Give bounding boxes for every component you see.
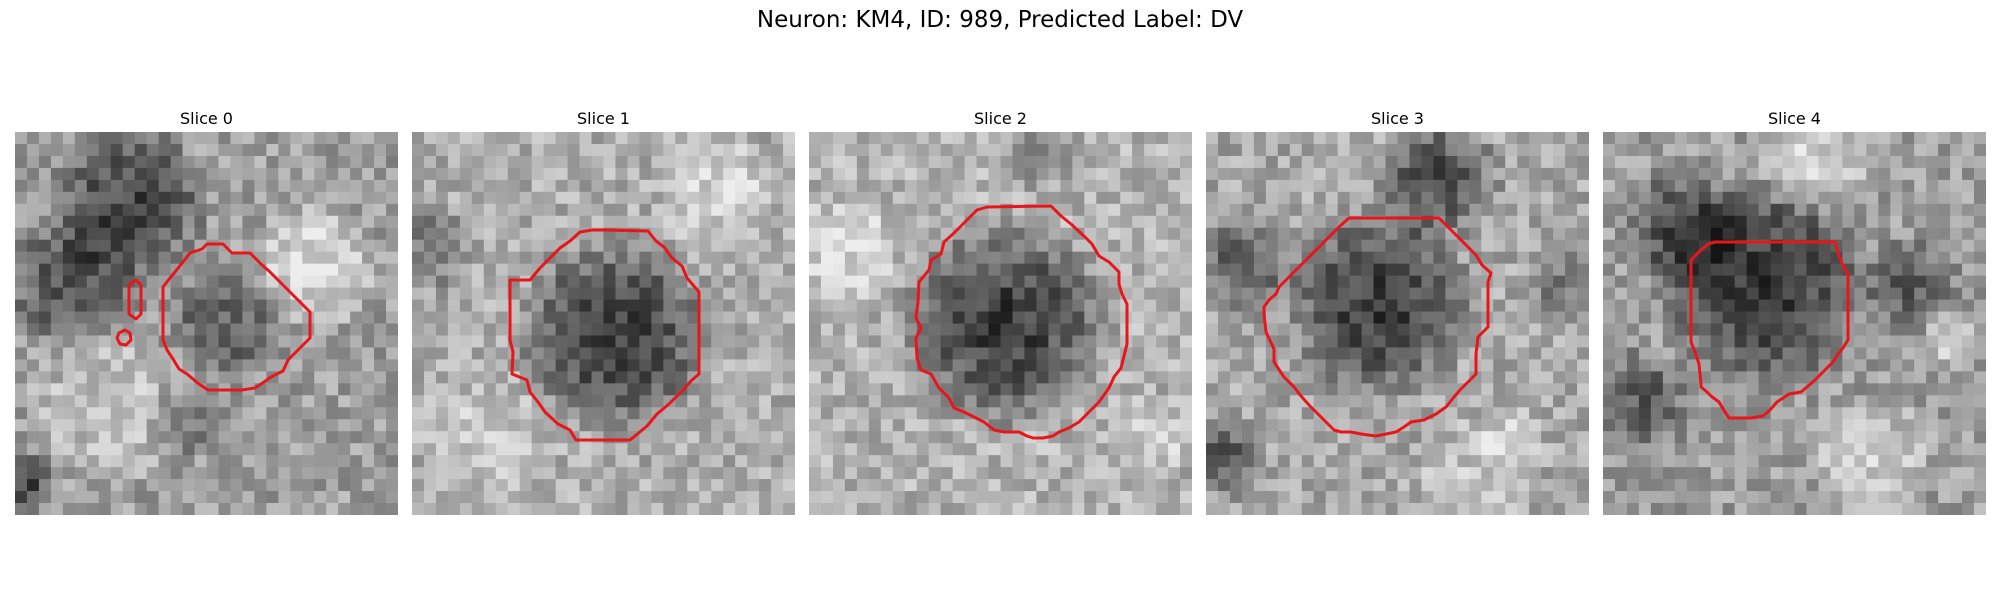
pixel-grid — [15, 132, 398, 515]
neuron-contour — [1262, 216, 1493, 438]
neuron-contour — [508, 228, 701, 442]
slice-panel-1: Slice 1 — [412, 106, 795, 515]
neuron-contour — [914, 204, 1129, 440]
pixel-grid — [1603, 132, 1986, 515]
slice-panel-3: Slice 3 — [1206, 106, 1589, 515]
pixel-grid — [809, 132, 1192, 515]
slice-panel-0: Slice 0 — [15, 106, 398, 515]
slice-title-4: Slice 4 — [1768, 109, 1821, 128]
slice-image-4 — [1603, 132, 1986, 515]
slice-image-1 — [412, 132, 795, 515]
slice-title-2: Slice 2 — [974, 109, 1027, 128]
neuron-contour — [1689, 240, 1850, 420]
secondary-contour — [127, 278, 143, 321]
pixel-grid — [412, 132, 795, 515]
slice-title-1: Slice 1 — [577, 109, 630, 128]
pixel-grid — [1206, 132, 1589, 515]
secondary-contour — [115, 328, 133, 347]
slice-title-0: Slice 0 — [180, 109, 233, 128]
neuron-contour — [161, 242, 312, 392]
slice-image-2 — [809, 132, 1192, 515]
slice-image-0 — [15, 132, 398, 515]
slice-panel-2: Slice 2 — [809, 106, 1192, 515]
figure-title: Neuron: KM4, ID: 989, Predicted Label: D… — [756, 7, 1244, 33]
slice-image-3 — [1206, 132, 1589, 515]
slice-title-3: Slice 3 — [1371, 109, 1424, 128]
slice-panel-4: Slice 4 — [1603, 106, 1986, 515]
